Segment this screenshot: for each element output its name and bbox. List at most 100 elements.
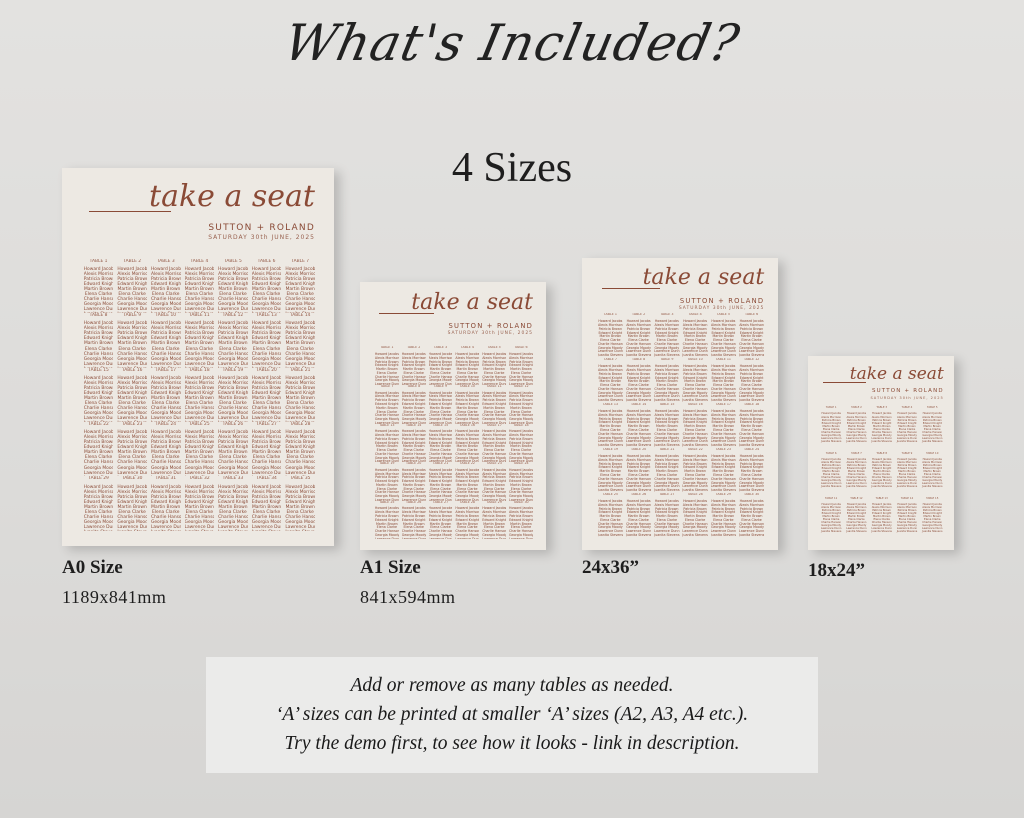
guest-name: Lawrence Dunn <box>150 361 181 367</box>
guest-name: Alexis Morrison <box>117 326 147 332</box>
table-heading: TABLE 25 <box>602 493 618 497</box>
guest-name: Elena Clarke <box>430 370 451 375</box>
guest-name: Patricia Brown <box>739 416 764 421</box>
guest-name: Howard Jacobs <box>218 266 248 272</box>
guest-name: Martin Brown <box>712 379 735 384</box>
guest-name: Patricia Brown <box>626 371 651 376</box>
guest-name: Patricia Brown <box>402 398 426 403</box>
table-heading: TABLE 5 <box>716 313 730 317</box>
guest-name: Charlie Hanson <box>374 413 399 418</box>
info-line: ‘A’ sizes can be printed at smaller ‘A’ … <box>275 704 749 725</box>
guest-name: Howard Jacobs <box>598 364 623 369</box>
guest-name: Elena Clarke <box>252 292 281 298</box>
guest-name: Charlie Hanson <box>218 460 248 466</box>
guest-name: Juanita Stevens <box>117 476 147 477</box>
guest-name: Juanita Stevens <box>84 421 114 422</box>
poster-title: take a seat <box>149 179 315 215</box>
guest-name: Elena Clarke <box>510 409 532 414</box>
guest-name: Patricia Brown <box>218 385 248 391</box>
guest-name: Howard Jacobs <box>428 429 453 434</box>
guest-name: Georgia Moody <box>285 411 315 417</box>
guest-name: Charlie Hanson <box>251 351 282 357</box>
poster-date: SATURDAY 30th JUNE, 2025 <box>870 395 944 400</box>
table-heading: TABLE 23 <box>486 462 502 466</box>
guest-name: Howard Jacobs <box>401 352 426 357</box>
guest-name: Juanita Stevens <box>682 398 708 403</box>
guest-name: Georgia Moody <box>150 465 181 471</box>
guest-name: Howard Jacobs <box>285 430 315 436</box>
guest-name: Martin Brown <box>923 469 941 473</box>
guest-name: Charlie Hanson <box>184 460 215 466</box>
guest-name: Charlie Hanson <box>654 521 680 526</box>
guest-name: Patricia Brown <box>683 461 707 466</box>
guest-name: Georgia Moody <box>455 417 480 422</box>
guest-name: Georgia Moody <box>509 494 533 499</box>
table-heading: TABLE 24 <box>155 422 177 428</box>
guest-name: Howard Jacobs <box>218 321 248 327</box>
guest-name: Georgia Moody <box>922 433 943 437</box>
guest-name: Juanita Stevens <box>597 353 624 358</box>
guest-name: Edward Knight <box>654 465 679 470</box>
guest-name: Howard Jacobs <box>251 321 282 327</box>
guest-name: Martin Brown <box>402 405 425 410</box>
guest-name: Patricia Brown <box>922 418 942 422</box>
guest-name: Patricia Brown <box>897 418 917 422</box>
guest-name: Martin Brown <box>712 424 735 429</box>
guest-name: Elena Clarke <box>118 455 146 461</box>
guest-name: Patricia Brown <box>251 385 282 391</box>
guest-name: Patricia Brown <box>598 461 623 466</box>
guest-name: Alexis Morrison <box>428 355 453 360</box>
guest-name: Martin Brown <box>740 379 763 384</box>
guest-name: Howard Jacobs <box>428 390 453 395</box>
guest-name: Elena Clarke <box>376 409 398 414</box>
table-heading: TABLE 22 <box>687 448 703 452</box>
guest-name: Georgia Moody <box>184 465 215 471</box>
guest-name: Elena Clarke <box>713 428 734 432</box>
guest-name: Juanita Stevens <box>285 421 315 422</box>
guest-name: Martin Brown <box>684 424 706 429</box>
guest-name: Howard Jacobs <box>509 429 533 434</box>
guest-name: Patricia Brown <box>251 331 282 337</box>
guest-name: Juanita Stevens <box>84 367 114 368</box>
table-heading: TABLE 6 <box>514 346 528 350</box>
guest-name: Elena Clarke <box>185 400 214 406</box>
table-heading: TABLE 31 <box>155 476 177 482</box>
guest-name: Edward Knight <box>184 390 215 396</box>
guest-name: Georgia Moody <box>251 411 282 417</box>
guest-name: Elena Clarke <box>219 346 247 352</box>
table-heading: TABLE 15 <box>659 403 675 407</box>
guest-name: Patricia Brown <box>922 463 942 467</box>
table-heading: TABLE 5 <box>926 406 938 410</box>
guest-name: Edward Knight <box>218 336 248 342</box>
guest-name: Charlie Hanson <box>871 430 892 434</box>
guest-name: Lawrence Dunn <box>83 307 114 313</box>
guest-name: Martin Brown <box>847 515 866 519</box>
guest-name: Elena Clarke <box>376 525 398 530</box>
guest-name: Georgia Moody <box>83 356 114 362</box>
guest-name: Martin Brown <box>599 334 622 339</box>
guest-name: Georgia Moody <box>218 356 248 362</box>
guest-name: Patricia Brown <box>598 326 623 331</box>
guest-name: Charlie Hanson <box>739 386 765 391</box>
guest-name: Patricia Brown <box>847 463 866 467</box>
guest-name: Alexis Morrison <box>184 271 215 277</box>
guest-name: Patricia Brown <box>509 475 533 480</box>
guest-name: Alexis Morrison <box>83 271 114 277</box>
guest-name: Elena Clarke <box>898 518 916 522</box>
guest-name: Howard Jacobs <box>428 506 453 511</box>
guest-name: Juanita Stevens <box>654 398 680 403</box>
guest-name: Georgia Moody <box>401 494 426 499</box>
guest-name: Alexis Morrison <box>218 380 248 386</box>
guest-name: Patricia Brown <box>251 276 282 282</box>
table-heading: TABLE 2 <box>407 346 421 350</box>
guest-name: Alexis Morrison <box>184 435 215 441</box>
guest-name: Martin Brown <box>510 367 532 372</box>
guest-name: Alexis Morrison <box>184 380 215 386</box>
guest-name: Alexis Morrison <box>509 394 533 399</box>
